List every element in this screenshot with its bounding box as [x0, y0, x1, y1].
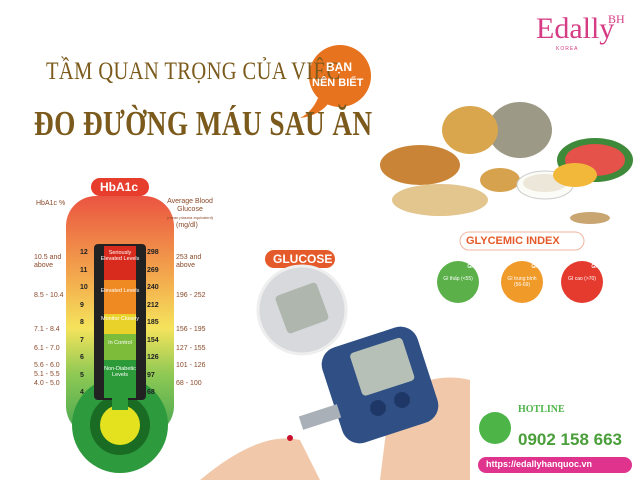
hotline-icon	[479, 412, 511, 444]
right-header: Average Blood Glucose	[167, 198, 213, 213]
hba1c-scale: 8	[80, 319, 84, 326]
glucose-range: 253 and above	[176, 254, 202, 269]
badge-line2: NÊN BIẾT	[312, 77, 364, 89]
glucose-scale: 154	[147, 336, 159, 344]
right-unit: (mg/dl)	[176, 222, 198, 229]
gi-tag: GI	[531, 264, 537, 270]
thermometer	[66, 196, 174, 473]
glucose-range: 196 - 252	[176, 292, 206, 299]
url-pill[interactable]	[478, 457, 632, 473]
gi-tag: GI	[591, 264, 597, 270]
hba1c-range: 5.1 - 5.5	[34, 371, 60, 378]
glucose-range: 127 - 155	[176, 345, 206, 352]
inset-display	[275, 282, 329, 334]
gi-level: GI cao (>70)	[568, 276, 596, 282]
hba1c-title: HbA1c	[100, 180, 139, 194]
glucose-scale: 126	[147, 354, 159, 361]
gi-title: GLYCEMIC INDEX	[466, 235, 560, 247]
glucose-scale: 185	[147, 319, 159, 326]
url[interactable]: https://edallyhanquoc.vn	[486, 459, 593, 469]
glucose-scale: 212	[147, 301, 159, 309]
title-line1: TẦM QUAN TRỌNG CỦA VIỆC	[46, 58, 341, 85]
gi-level: GI thấp (<55)	[443, 276, 473, 282]
title-line2: ĐO ĐƯỜNG MÁU SAU ĂN	[34, 104, 373, 143]
glucose-label: GLUCOSE	[273, 252, 333, 266]
zone-label: In Control	[108, 340, 132, 346]
brand-name: Edally	[536, 12, 615, 45]
hba1c-range: 8.5 - 10.4	[34, 292, 64, 299]
phone: 0902 158 663	[518, 430, 622, 449]
hba1c-scale: 4	[80, 389, 84, 396]
right-note: (mean plasma equivalent)	[166, 215, 214, 220]
glucose-range: 156 - 195	[176, 326, 206, 333]
gi-level: GI trung bình (56-69)	[507, 276, 537, 288]
hba1c-scale: 11	[80, 266, 88, 274]
glucose-scale: 97	[147, 371, 155, 379]
hba1c-scale: 9	[80, 301, 84, 309]
hotline-label: HOTLINE	[518, 404, 565, 415]
zone-label: Elevated Levels	[100, 288, 140, 294]
gi-pill	[459, 231, 585, 251]
zone-label: Seriously Elevated Levels	[100, 250, 140, 262]
gi-tag: GI	[467, 264, 473, 270]
zone-label: Monitor Closely	[101, 316, 139, 322]
glucose-pill	[265, 250, 335, 268]
hba1c-range: 10.5 and above	[34, 254, 62, 269]
left-header: HbA1c %	[36, 200, 66, 207]
glucose-scale: 298	[147, 249, 159, 256]
hba1c-scale: 5	[80, 371, 84, 379]
hba1c-range: 7.1 - 8.4	[34, 326, 60, 333]
glucose-scale: 68	[147, 389, 155, 396]
brand-sub: KOREA	[556, 46, 579, 52]
glucose-scale: 269	[147, 266, 159, 274]
gi-circle-high	[561, 261, 603, 303]
brand-tag: BH	[608, 12, 625, 26]
hba1c-scale: 10	[80, 284, 88, 291]
gi-circle-low	[437, 261, 479, 303]
hba1c-scale: 6	[80, 354, 84, 361]
glucose-range: 68 - 100	[176, 380, 202, 387]
food-photo	[380, 102, 633, 224]
badge-circle	[309, 45, 371, 107]
glucose-scale: 240	[147, 284, 159, 291]
hba1c-range: 4.0 - 5.0	[34, 380, 60, 387]
glucose-range: 101 - 126	[176, 362, 206, 369]
badge-line1: BẠN	[326, 60, 352, 74]
meter-photo	[200, 326, 470, 480]
hba1c-scale: 7	[80, 336, 84, 344]
hba1c-scale: 12	[80, 249, 88, 256]
hba1c-range: 6.1 - 7.0	[34, 345, 60, 352]
hba1c-range: 5.6 - 6.0	[34, 362, 60, 369]
badge-tail	[300, 98, 328, 118]
gi-circle-mid	[501, 261, 543, 303]
hba1c-pill	[91, 178, 149, 196]
zone-label: Non-Diabetic Levels	[104, 366, 136, 378]
